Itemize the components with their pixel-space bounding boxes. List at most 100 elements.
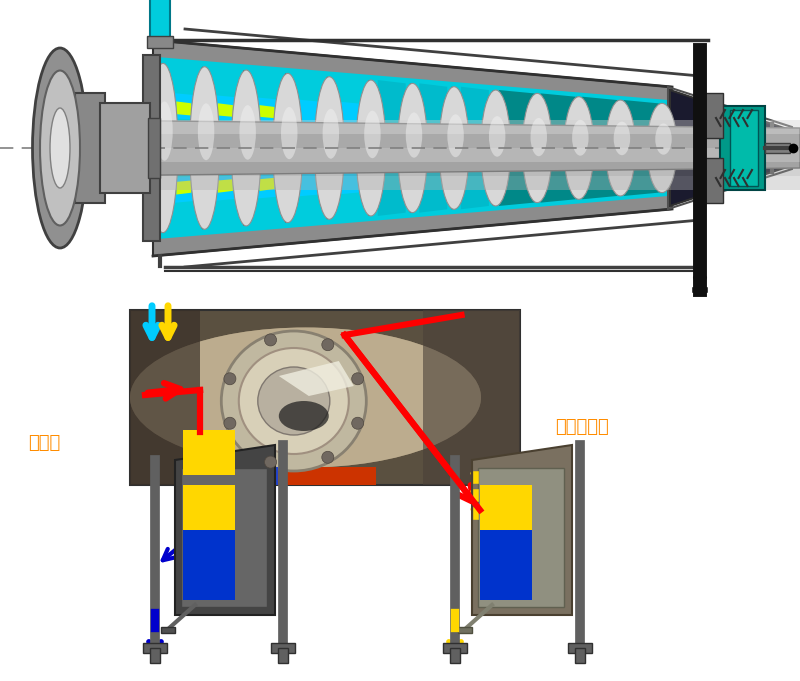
Bar	[480, 485, 532, 530]
Ellipse shape	[130, 328, 481, 467]
Ellipse shape	[398, 83, 427, 212]
Circle shape	[265, 334, 277, 346]
Ellipse shape	[481, 90, 510, 206]
Bar	[480, 520, 532, 600]
Bar	[478, 468, 564, 607]
Bar	[730, 110, 758, 186]
Ellipse shape	[571, 97, 582, 200]
Bar	[75, 93, 105, 203]
Ellipse shape	[522, 93, 552, 203]
Bar	[150, 0, 170, 40]
Polygon shape	[624, 155, 658, 196]
Bar	[143, 643, 167, 653]
Bar	[575, 648, 585, 663]
Circle shape	[224, 373, 236, 385]
Ellipse shape	[489, 116, 506, 157]
Circle shape	[265, 456, 277, 468]
Polygon shape	[541, 93, 575, 140]
Text: 轻相油排出: 轻相油排出	[555, 418, 609, 436]
Ellipse shape	[654, 104, 665, 193]
Ellipse shape	[439, 86, 469, 209]
Text: 水排出: 水排出	[28, 434, 60, 452]
Ellipse shape	[190, 67, 219, 229]
Polygon shape	[461, 159, 489, 209]
Ellipse shape	[606, 100, 635, 196]
Polygon shape	[541, 156, 575, 203]
Ellipse shape	[130, 328, 481, 467]
Bar	[568, 643, 592, 653]
Polygon shape	[582, 97, 617, 141]
Ellipse shape	[50, 108, 70, 188]
Ellipse shape	[447, 114, 464, 157]
Circle shape	[352, 373, 364, 385]
Bar	[239, 467, 278, 485]
Polygon shape	[338, 101, 362, 124]
Bar	[239, 467, 376, 485]
Ellipse shape	[148, 63, 178, 233]
Ellipse shape	[273, 74, 302, 223]
Ellipse shape	[278, 401, 329, 431]
Bar	[458, 627, 472, 633]
Polygon shape	[670, 90, 790, 206]
Polygon shape	[499, 90, 534, 140]
Polygon shape	[176, 180, 191, 195]
Ellipse shape	[356, 80, 386, 216]
Polygon shape	[75, 176, 800, 190]
Bar	[150, 138, 158, 158]
Ellipse shape	[156, 63, 166, 233]
Polygon shape	[419, 160, 447, 212]
Ellipse shape	[655, 123, 672, 155]
Bar	[705, 93, 723, 138]
Ellipse shape	[488, 90, 499, 206]
Polygon shape	[157, 57, 668, 239]
Ellipse shape	[530, 118, 547, 156]
Ellipse shape	[198, 104, 214, 160]
Polygon shape	[378, 161, 406, 216]
Polygon shape	[176, 101, 191, 116]
Polygon shape	[472, 445, 572, 615]
Ellipse shape	[364, 110, 381, 158]
Ellipse shape	[258, 367, 330, 435]
Polygon shape	[582, 155, 617, 200]
Bar	[183, 430, 235, 475]
Polygon shape	[75, 134, 800, 148]
Polygon shape	[175, 445, 275, 615]
FancyArrowPatch shape	[146, 306, 158, 338]
Polygon shape	[75, 162, 800, 176]
Polygon shape	[255, 97, 278, 122]
Bar	[148, 118, 160, 178]
Bar	[443, 643, 467, 653]
Polygon shape	[153, 40, 672, 256]
Polygon shape	[297, 99, 320, 123]
Polygon shape	[218, 179, 233, 193]
Polygon shape	[297, 173, 320, 197]
Polygon shape	[338, 172, 362, 194]
Polygon shape	[172, 176, 195, 203]
Ellipse shape	[314, 77, 344, 219]
Ellipse shape	[446, 86, 458, 209]
Bar	[422, 310, 520, 485]
Polygon shape	[218, 104, 233, 117]
Bar	[181, 468, 267, 607]
Polygon shape	[214, 175, 237, 201]
Bar	[183, 520, 235, 600]
Ellipse shape	[322, 77, 333, 219]
Bar	[183, 495, 233, 515]
Ellipse shape	[613, 100, 623, 196]
Polygon shape	[75, 120, 800, 176]
Bar	[720, 106, 765, 190]
Polygon shape	[75, 148, 800, 162]
Bar	[130, 310, 200, 485]
Bar	[450, 648, 460, 663]
Polygon shape	[214, 95, 237, 121]
Bar	[278, 648, 288, 663]
Polygon shape	[75, 120, 800, 134]
Ellipse shape	[33, 48, 87, 248]
Ellipse shape	[405, 83, 416, 212]
Bar	[765, 143, 790, 153]
Bar	[147, 36, 173, 48]
Ellipse shape	[406, 112, 422, 158]
Ellipse shape	[363, 80, 374, 216]
Ellipse shape	[130, 328, 481, 467]
Ellipse shape	[564, 97, 594, 200]
